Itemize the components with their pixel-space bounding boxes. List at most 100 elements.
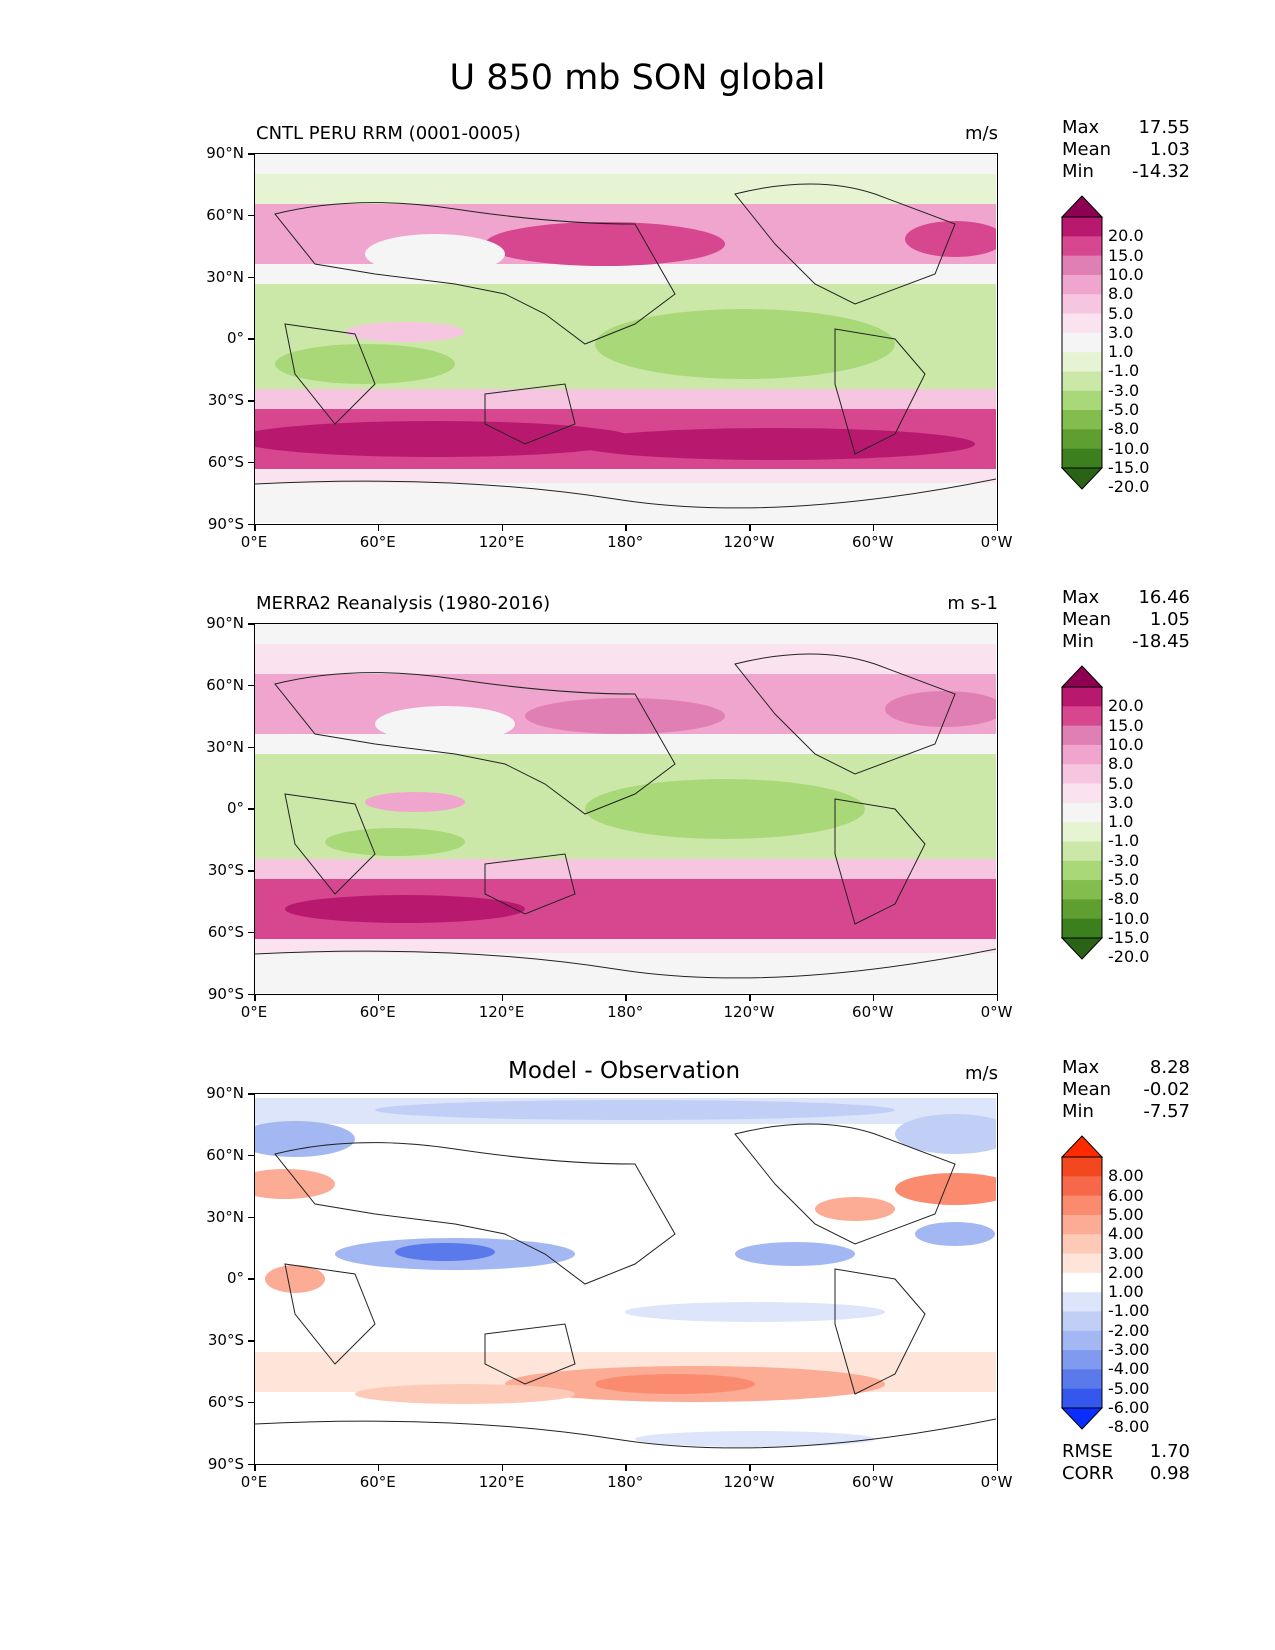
x-tick xyxy=(749,1465,751,1471)
colorbar-label: -10.0 xyxy=(1108,908,1150,928)
colorbar-swatch xyxy=(1062,1253,1102,1274)
y-tick-label: 30°N xyxy=(206,1207,244,1226)
x-tick-label: 0°E xyxy=(240,533,268,551)
colorbar-swatch xyxy=(1062,1330,1102,1351)
stat-min-value: -7.57 xyxy=(1143,1101,1190,1122)
panel-3-map xyxy=(254,1093,998,1465)
colorbar-extend-min xyxy=(1060,937,1104,960)
colorbar-label: 1.00 xyxy=(1108,1282,1144,1302)
colorbar-label: -8.0 xyxy=(1108,889,1140,909)
x-tick-label: 120°E xyxy=(478,533,525,551)
x-tick xyxy=(872,995,875,1001)
panel-2-title: MERRA2 Reanalysis (1980-2016) xyxy=(256,593,551,614)
x-tick xyxy=(749,995,751,1001)
panel-1-map xyxy=(254,153,998,525)
panel-2-field xyxy=(255,624,996,993)
panel-2-colorbar xyxy=(1060,665,1105,964)
stat-max-value: 17.55 xyxy=(1138,117,1190,138)
colorbar-label: -3.0 xyxy=(1108,850,1140,870)
colorbar-frame xyxy=(1061,216,1103,469)
colorbar-label: -20.0 xyxy=(1108,477,1150,497)
y-tick-label: 90°N xyxy=(206,614,244,632)
stat-mean-label: Mean xyxy=(1062,1079,1112,1100)
colorbar-swatch xyxy=(1062,429,1102,450)
x-tick-label: 120°E xyxy=(478,1473,525,1491)
colorbar-label: 10.0 xyxy=(1108,734,1144,754)
y-tick-label: 90°S xyxy=(207,1454,244,1473)
y-tick-label: 60°N xyxy=(206,1145,244,1164)
stat-max-label: Max xyxy=(1062,587,1100,608)
colorbar-label: 8.0 xyxy=(1108,284,1134,304)
colorbar-swatch xyxy=(1062,841,1102,862)
colorbar-swatch xyxy=(1062,294,1102,315)
colorbar-swatch xyxy=(1062,725,1102,746)
x-tick xyxy=(625,525,627,531)
colorbar-swatch xyxy=(1062,860,1102,881)
colorbar-label: -4.00 xyxy=(1108,1359,1150,1379)
panel-2-map xyxy=(254,623,998,995)
stat-corr-value: 0.98 xyxy=(1149,1463,1190,1484)
x-tick-label: 0°E xyxy=(240,1473,268,1491)
colorbar-swatch xyxy=(1062,1195,1102,1216)
panel-3-extra-stats: RMSE 1.70 CORR 0.98 xyxy=(1062,1441,1190,1485)
panel-1-title: CNTL PERU RRM (0001-0005) xyxy=(256,123,521,144)
y-tick xyxy=(248,461,254,464)
colorbar-swatches xyxy=(1060,1135,1104,1430)
colorbar-label: -2.00 xyxy=(1108,1320,1150,1340)
stat-max-label: Max xyxy=(1062,1057,1100,1078)
colorbar-swatch xyxy=(1062,371,1102,392)
panel-2-stats: Max 16.46 Mean 1.05 Min -18.45 xyxy=(1062,587,1190,653)
x-tick-label: 120°E xyxy=(478,1003,525,1021)
x-tick xyxy=(872,1465,875,1471)
colorbar-swatch xyxy=(1062,1311,1102,1332)
y-tick xyxy=(248,338,254,340)
y-tick-label: 90°N xyxy=(206,144,244,162)
colorbar-frame xyxy=(1061,686,1103,939)
colorbar-swatch xyxy=(1062,1234,1102,1255)
y-tick xyxy=(248,153,254,155)
x-tick-label: 60°W xyxy=(852,1003,894,1021)
colorbar-label: -10.0 xyxy=(1108,438,1150,458)
colorbar-label: 1.0 xyxy=(1108,342,1134,362)
x-tick-label: 180° xyxy=(607,1003,644,1021)
y-tick-label: 0° xyxy=(226,799,244,818)
colorbar-swatch xyxy=(1062,236,1102,257)
y-tick-label: 90°S xyxy=(207,514,244,533)
colorbar-swatch xyxy=(1062,1388,1102,1409)
colorbar-swatch xyxy=(1062,880,1102,900)
colorbar-swatch xyxy=(1062,1292,1102,1312)
x-tick-label: 60°E xyxy=(359,533,396,551)
x-tick-label: 60°E xyxy=(359,1003,396,1021)
stat-min-label: Min xyxy=(1062,631,1094,652)
y-tick-label: 30°S xyxy=(207,391,244,409)
colorbar-label: 20.0 xyxy=(1108,226,1144,246)
colorbar-label: -5.0 xyxy=(1108,870,1140,890)
colorbar-swatches xyxy=(1060,665,1104,960)
colorbar-swatch xyxy=(1062,217,1102,237)
y-tick xyxy=(248,993,254,995)
panel-3-units: m/s xyxy=(965,1063,998,1084)
stat-corr-label: CORR xyxy=(1062,1463,1114,1484)
figure-title: U 850 mb SON global xyxy=(449,58,826,98)
x-tick-label: 120°W xyxy=(723,1473,775,1491)
colorbar-label: -5.0 xyxy=(1108,400,1140,420)
stat-rmse-value: 1.70 xyxy=(1149,1441,1190,1462)
y-tick xyxy=(248,1401,254,1404)
colorbar-swatch xyxy=(1062,1214,1102,1235)
colorbar-swatch xyxy=(1062,802,1102,823)
colorbar-swatch xyxy=(1062,332,1102,353)
colorbar-label: 3.00 xyxy=(1108,1243,1144,1263)
colorbar-extend-max xyxy=(1060,1135,1104,1158)
x-tick xyxy=(254,525,256,531)
colorbar-label: -3.0 xyxy=(1108,380,1140,400)
x-tick xyxy=(501,525,503,531)
y-tick xyxy=(248,931,254,934)
colorbar-swatch xyxy=(1062,255,1102,276)
colorbar-swatch xyxy=(1062,1157,1102,1177)
colorbar-label: 3.0 xyxy=(1108,792,1134,812)
colorbar-swatch xyxy=(1062,1272,1102,1293)
y-tick xyxy=(248,1093,254,1095)
y-tick-label: 60°S xyxy=(207,1392,244,1411)
colorbar-swatch xyxy=(1062,410,1102,430)
colorbar-swatch xyxy=(1062,764,1102,785)
